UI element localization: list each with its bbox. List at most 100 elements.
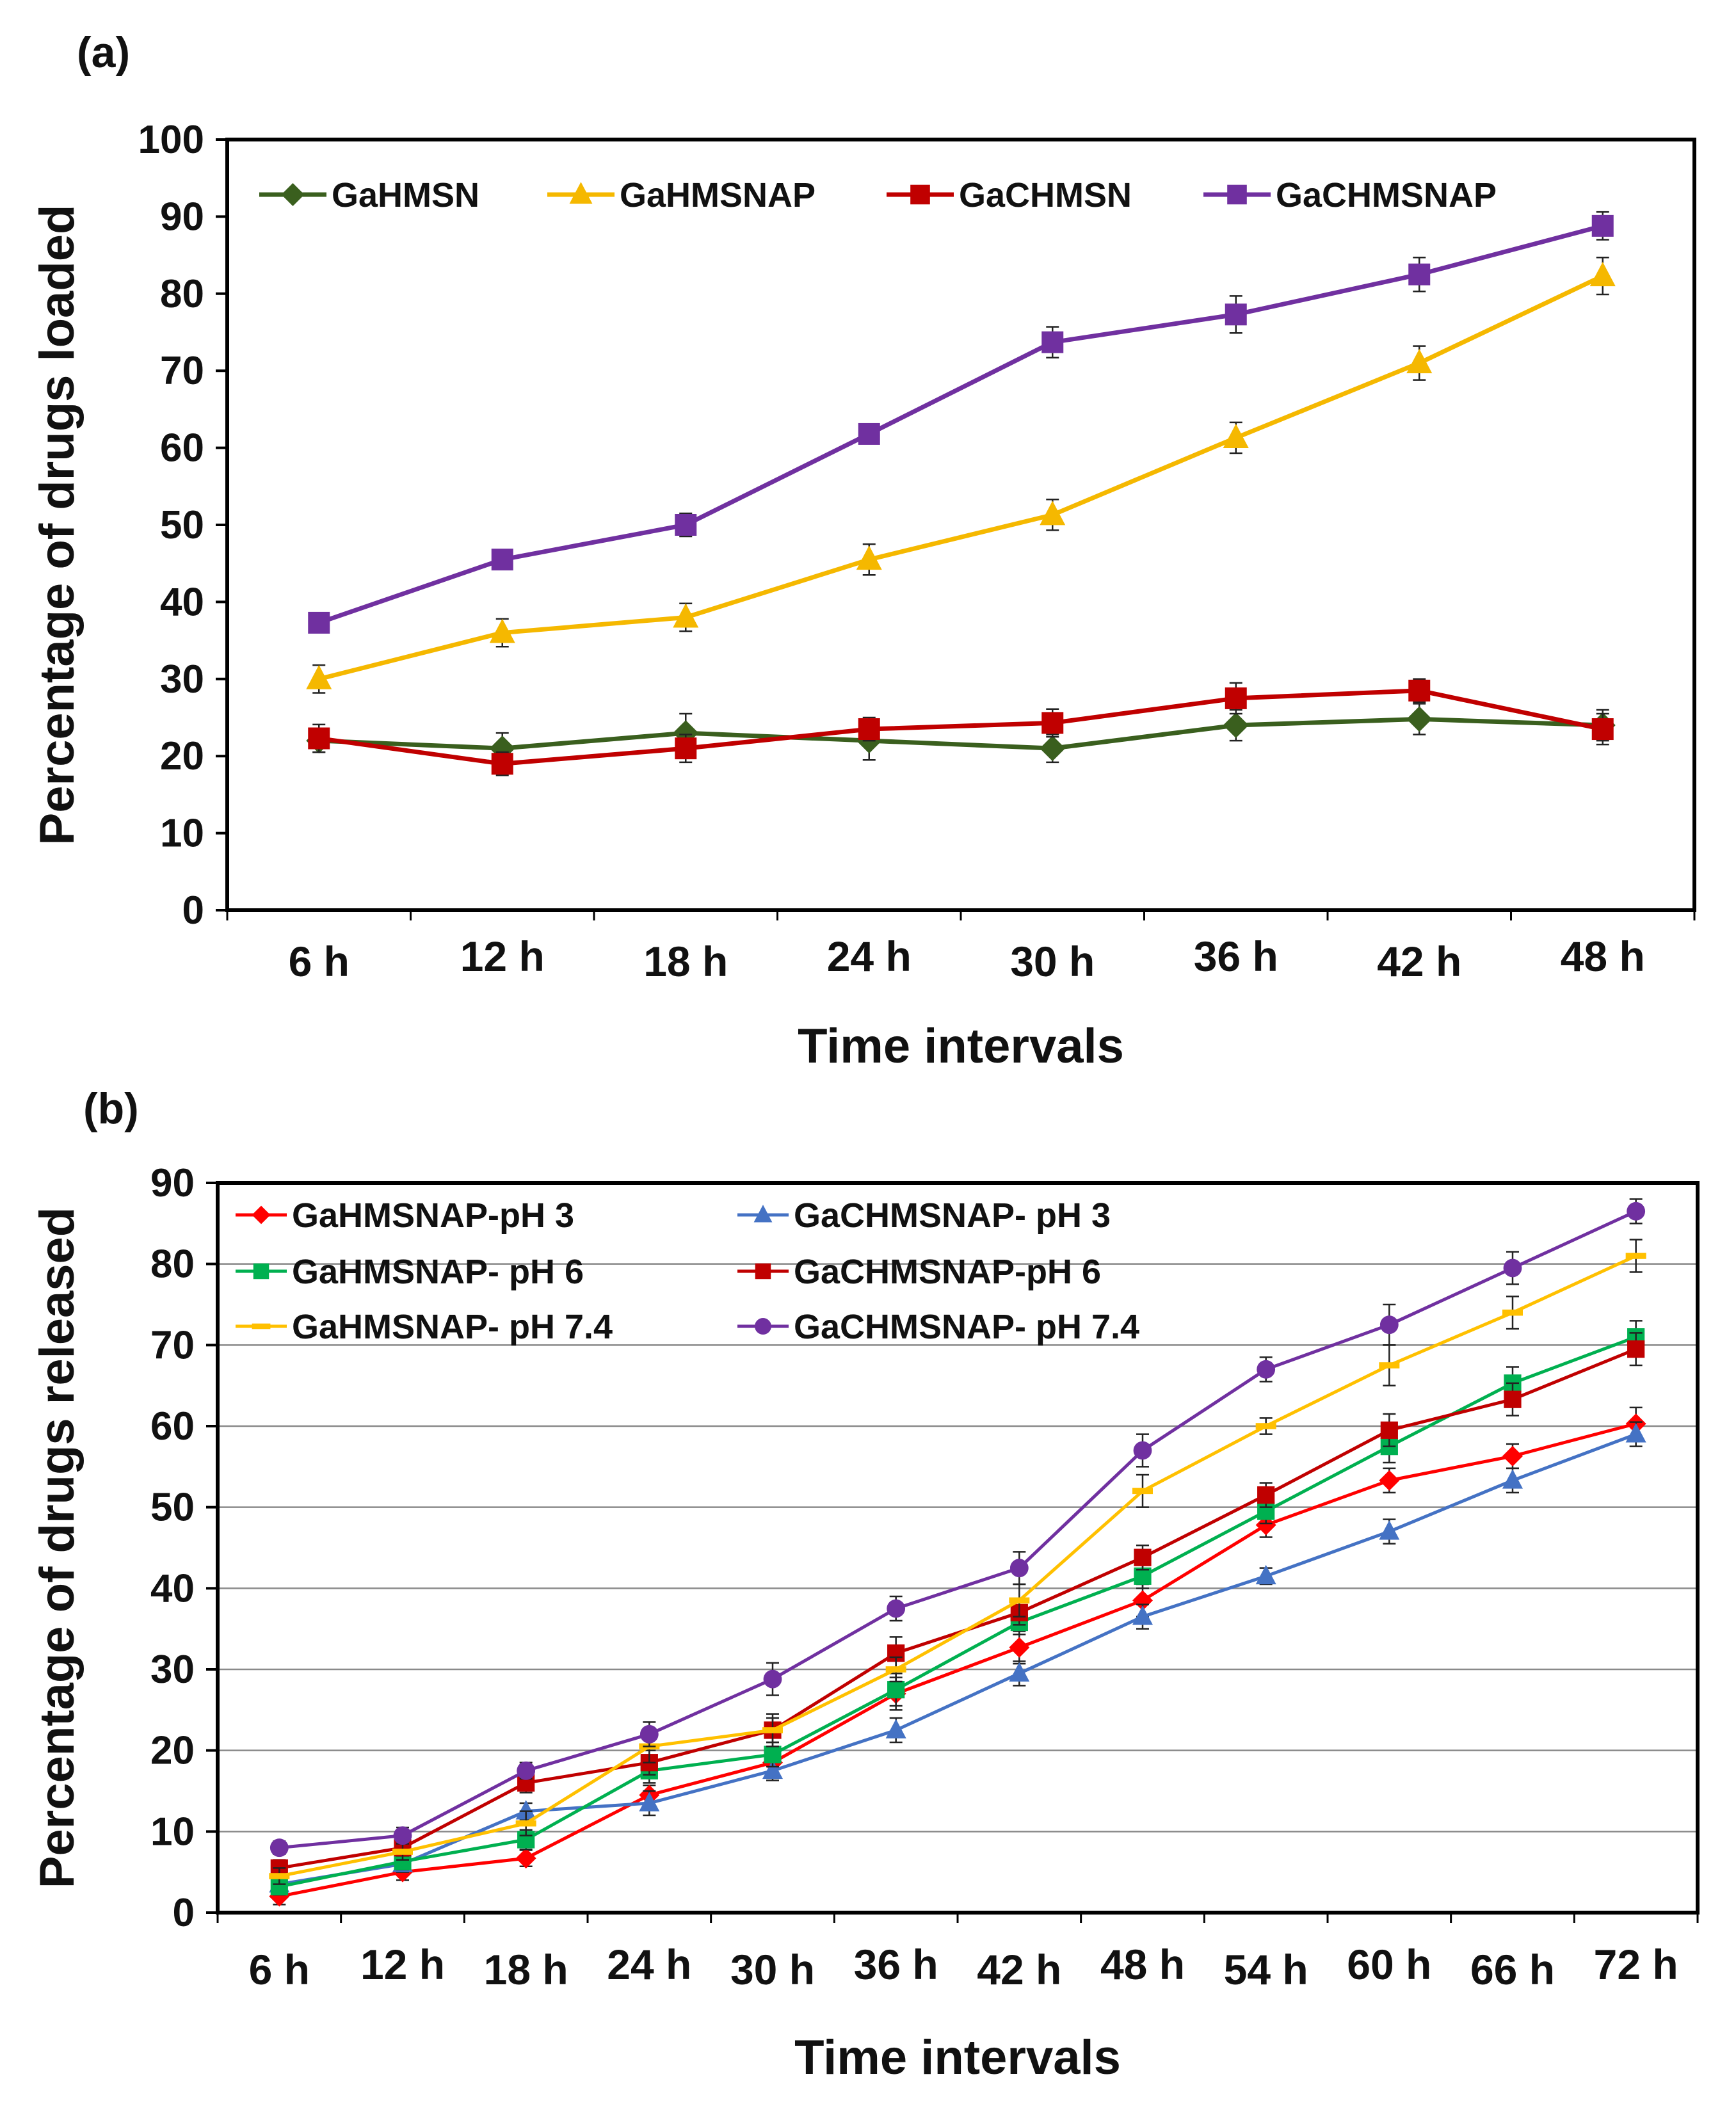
series-line <box>278 1347 1637 1870</box>
data-point <box>1502 1309 1523 1316</box>
data-point <box>675 737 697 760</box>
legend-label: GaCHMSNAP- pH 3 <box>794 1196 1111 1235</box>
y-tick-label: 100 <box>138 118 204 162</box>
data-point <box>885 1666 906 1673</box>
legend-marker <box>252 1205 271 1225</box>
data-point <box>858 422 880 445</box>
x-tick-label: 42 h <box>1377 938 1461 985</box>
data-point <box>1408 679 1431 702</box>
x-tick-label: 12 h <box>360 1941 445 1988</box>
data-point <box>1380 1421 1398 1439</box>
data-point <box>1132 1605 1153 1625</box>
data-point <box>1589 262 1616 287</box>
series-line <box>318 223 1603 625</box>
x-tick-label: 6 h <box>289 938 350 985</box>
legend-entry: GaHMSNAP <box>547 176 816 214</box>
data-point <box>515 1820 536 1827</box>
data-point <box>308 727 330 750</box>
data-point <box>491 753 513 775</box>
series-gahmsnap <box>306 256 1616 694</box>
x-tick-label: 48 h <box>1561 933 1645 980</box>
plot-frame <box>225 138 1696 912</box>
data-point <box>1408 263 1431 285</box>
data-point <box>1591 214 1614 237</box>
legend-marker <box>755 1318 771 1335</box>
x-tick-label: 66 h <box>1470 1946 1555 1993</box>
data-point <box>269 1838 289 1858</box>
legend-marker <box>1227 184 1247 205</box>
data-point <box>491 549 513 571</box>
legend-label: GaHMSNAP <box>620 176 816 214</box>
y-tick-label: 10 <box>150 1810 195 1854</box>
data-point <box>763 1669 782 1689</box>
x-tick-label: 36 h <box>854 1941 938 1988</box>
y-tick-label: 0 <box>173 1891 195 1935</box>
plot-frame <box>216 1181 1700 1915</box>
legend-label: GaCHMSN <box>959 176 1132 214</box>
legend-marker <box>281 183 305 206</box>
legend-marker <box>569 182 593 204</box>
legend-label: GaCHMSNAP- pH 7.4 <box>794 1308 1139 1346</box>
y-tick-label: 30 <box>160 657 204 702</box>
x-tick-label: 18 h <box>643 938 728 985</box>
data-point <box>393 1826 412 1845</box>
series-gachmsnap-ph-7-4 <box>269 1198 1646 1858</box>
legend-entry: GaCHMSN <box>887 176 1132 214</box>
data-point <box>762 1759 783 1779</box>
data-point <box>1406 706 1433 732</box>
data-point <box>1255 1423 1276 1429</box>
data-point <box>517 1761 536 1780</box>
legend-label: GaHMSN <box>332 176 479 214</box>
x-axis-title: Time intervals <box>798 1019 1124 1073</box>
y-tick-label: 40 <box>160 580 204 624</box>
data-point <box>673 603 699 628</box>
y-tick-label: 60 <box>160 426 204 470</box>
series-line <box>278 1433 1637 1886</box>
y-tick-label: 0 <box>182 888 204 933</box>
legend-label: GaCHMSNAP <box>1276 176 1497 214</box>
legend-label: GaHMSNAP- pH 6 <box>292 1253 584 1291</box>
x-tick-label: 48 h <box>1100 1941 1185 1988</box>
x-tick-label: 24 h <box>607 1941 691 1988</box>
data-point <box>1502 1469 1523 1489</box>
data-point <box>1132 1590 1153 1611</box>
series-gachmsn <box>308 678 1614 776</box>
legend-entry: GaHMSNAP-pH 3 <box>236 1196 574 1235</box>
legend-entry: GaCHMSNAP- pH 7.4 <box>737 1308 1139 1346</box>
legend: GaHMSNAP-pH 3 GaCHMSNAP- pH 3 GaHMSNAP- pH… <box>236 1196 1139 1346</box>
legend-entry: GaCHMSNAP- pH 3 <box>737 1196 1111 1235</box>
data-point <box>1041 712 1064 734</box>
y-tick-label: 20 <box>150 1729 195 1773</box>
panel-a-chart: (a) 0 10 20 30 40 50 60 70 80 90 100 6 h 12 h 18 h 24 h… <box>30 28 1696 1073</box>
series-gachmsnap <box>308 211 1614 634</box>
data-point <box>858 718 880 741</box>
data-point <box>1255 1564 1276 1585</box>
x-tick-label: 60 h <box>1347 1941 1431 1988</box>
data-point <box>764 1746 782 1763</box>
x-tick-label: 6 h <box>249 1946 310 1993</box>
legend-entry: GaHMSNAP- pH 7.4 <box>236 1308 613 1346</box>
data-point <box>1257 1486 1275 1504</box>
y-tick-label: 80 <box>150 1242 195 1287</box>
data-point <box>1041 331 1064 353</box>
data-point <box>639 1724 659 1744</box>
series-line <box>318 273 1604 682</box>
data-point <box>1225 687 1247 709</box>
data-point <box>1591 718 1614 741</box>
legend-entry: GaHMSNAP- pH 6 <box>236 1253 584 1291</box>
y-tick-label: 90 <box>150 1161 195 1205</box>
legend: GaHMSN GaHMSNAP GaCHMSN GaCHMSNAP <box>259 176 1497 214</box>
data-point <box>1132 1488 1153 1495</box>
data-point <box>1223 423 1249 448</box>
y-tick-label: 10 <box>160 812 204 856</box>
x-tick-label: 72 h <box>1594 1941 1678 1988</box>
data-point <box>489 618 515 643</box>
data-point <box>1133 1441 1152 1460</box>
legend-marker <box>910 184 930 205</box>
x-tick-label: 30 h <box>1010 938 1095 985</box>
data-point <box>1223 712 1249 739</box>
data-point <box>762 1727 783 1733</box>
y-tick-label: 50 <box>160 503 204 547</box>
data-point <box>1625 1423 1646 1443</box>
